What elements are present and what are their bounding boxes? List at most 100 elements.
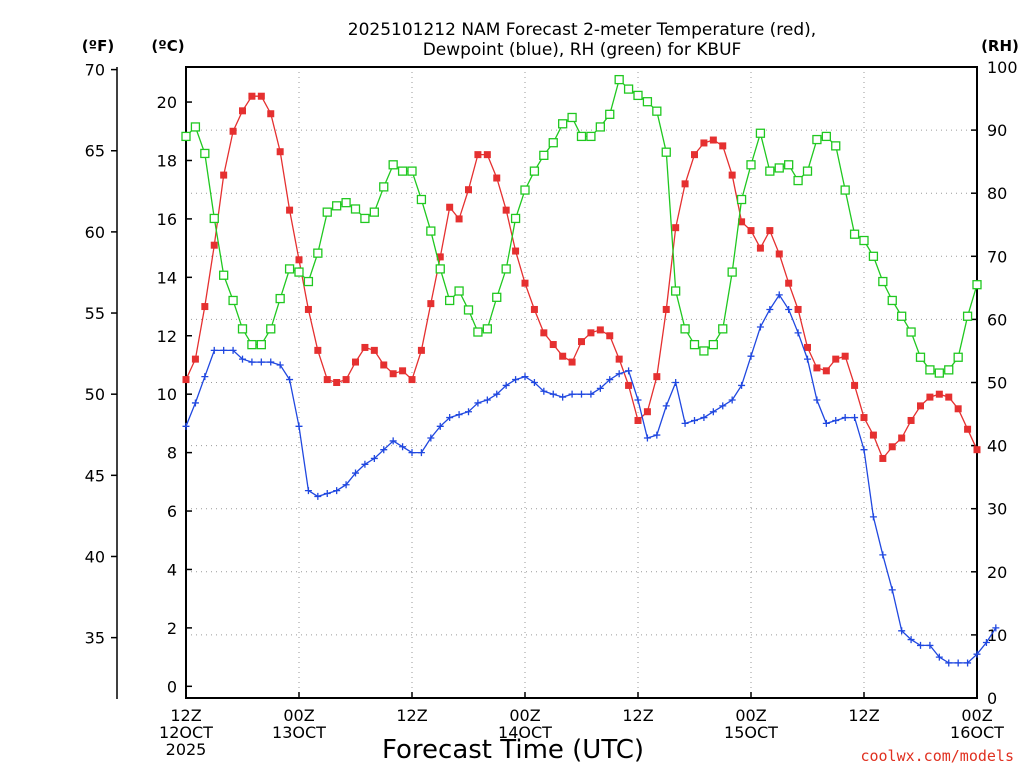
temperature-point xyxy=(399,367,407,375)
series-layer xyxy=(181,74,1000,667)
rh-point xyxy=(247,339,257,350)
dewpoint-point xyxy=(540,387,548,395)
rh-point xyxy=(699,346,709,356)
temperature-point xyxy=(907,416,915,424)
dewpoint-point xyxy=(578,390,585,398)
temperature-point xyxy=(380,361,388,369)
rh-point xyxy=(463,305,474,315)
fahrenheit-tick-label: 40 xyxy=(85,547,105,566)
temperature-point xyxy=(662,305,670,313)
dewpoint-point xyxy=(323,490,331,498)
rh-point xyxy=(897,311,907,321)
temperature-point xyxy=(248,92,256,100)
dewpoint-point xyxy=(191,399,199,407)
dewpoint-point xyxy=(775,291,783,299)
dewpoint-point xyxy=(794,329,802,337)
dewpoint-line xyxy=(185,293,997,664)
rh-point xyxy=(548,138,558,148)
temperature-point xyxy=(530,305,538,313)
temperature-point xyxy=(370,346,378,354)
dewpoint-point xyxy=(709,408,717,416)
celsius-tick-label: 20 xyxy=(157,93,177,112)
dewpoint-point xyxy=(502,381,510,389)
temperature-point xyxy=(945,393,953,401)
dewpoint-point xyxy=(568,390,576,398)
celsius-tick-label: 2 xyxy=(167,619,177,638)
temperature-point xyxy=(512,247,520,255)
temperature-point xyxy=(483,151,491,159)
temperature-point xyxy=(935,390,943,398)
rh-point xyxy=(510,213,521,224)
dewpoint-point xyxy=(606,376,614,384)
dewpoint-point xyxy=(785,305,793,313)
chart-title-line-1: 2025101212 NAM Forecast 2-meter Temperat… xyxy=(348,20,816,40)
temperature-point xyxy=(681,180,689,188)
temperature-point xyxy=(888,443,896,451)
rh-point xyxy=(887,295,897,306)
dewpoint-point xyxy=(926,641,934,649)
rh-point xyxy=(350,204,361,214)
rh-point xyxy=(539,150,549,160)
rh-point xyxy=(369,207,379,217)
temperature-point xyxy=(342,376,350,384)
temperature-point xyxy=(606,332,614,340)
rh-point xyxy=(209,213,219,224)
temperature-point xyxy=(427,300,435,308)
dewpoint-point xyxy=(465,408,472,416)
rh-point xyxy=(576,131,587,142)
temperature-point xyxy=(286,206,294,214)
rh-point xyxy=(567,112,577,123)
dewpoint-point xyxy=(738,381,746,389)
rh-point xyxy=(878,276,888,287)
dewpoint-point xyxy=(427,434,435,442)
dewpoint-point xyxy=(766,305,774,313)
rh-point xyxy=(416,194,427,205)
temperature-point xyxy=(191,355,199,363)
rh-tick-label: 30 xyxy=(987,500,1007,519)
rh-tick-label: 90 xyxy=(987,121,1007,140)
dewpoint-point xyxy=(747,352,755,360)
rh-point xyxy=(332,201,342,211)
rh-point xyxy=(755,128,766,138)
dewpoint-point xyxy=(982,638,990,646)
rh-point xyxy=(360,213,370,224)
rh-point xyxy=(586,131,596,142)
rh-point xyxy=(294,267,304,277)
rh-point xyxy=(558,119,568,129)
temperature-point xyxy=(521,279,529,287)
rh-point xyxy=(812,134,822,145)
rh-point xyxy=(614,74,624,85)
temperature-point xyxy=(625,381,633,389)
temperature-point xyxy=(860,414,868,422)
fahrenheit-unit-label: (ºF) xyxy=(82,37,114,55)
rh-point xyxy=(435,264,445,274)
dewpoint-point xyxy=(728,396,736,404)
rh-tick-label: 100 xyxy=(987,58,1018,77)
temperature-point xyxy=(276,148,284,156)
chart-title-line-2: Dewpoint (blue), RH (green) for KBUF xyxy=(423,40,742,60)
temperature-point xyxy=(559,352,567,360)
rh-point xyxy=(341,198,351,208)
temperature-point xyxy=(653,373,661,381)
temperature-point xyxy=(323,376,331,384)
rh-point xyxy=(689,339,700,350)
temperature-point xyxy=(596,326,604,334)
temperature-point xyxy=(229,127,237,135)
rh-axis: 0 10 20 30 40 50 60 70 80 90 100 xyxy=(971,58,1018,708)
rh-point xyxy=(237,324,248,334)
dewpoint-point xyxy=(493,390,501,398)
dewpoint-point xyxy=(455,411,463,419)
dewpoint-point xyxy=(662,402,670,410)
rh-point xyxy=(784,160,794,170)
temperature-point xyxy=(465,186,472,194)
time-tick-label: 13OCT xyxy=(272,723,326,742)
rh-tick-label: 10 xyxy=(987,626,1007,645)
dewpoint-point xyxy=(314,492,322,500)
rh-point xyxy=(944,365,954,375)
rh-point xyxy=(275,293,285,304)
rh-point xyxy=(303,276,314,287)
temperature-point xyxy=(728,171,736,179)
temperature-point xyxy=(361,343,369,351)
